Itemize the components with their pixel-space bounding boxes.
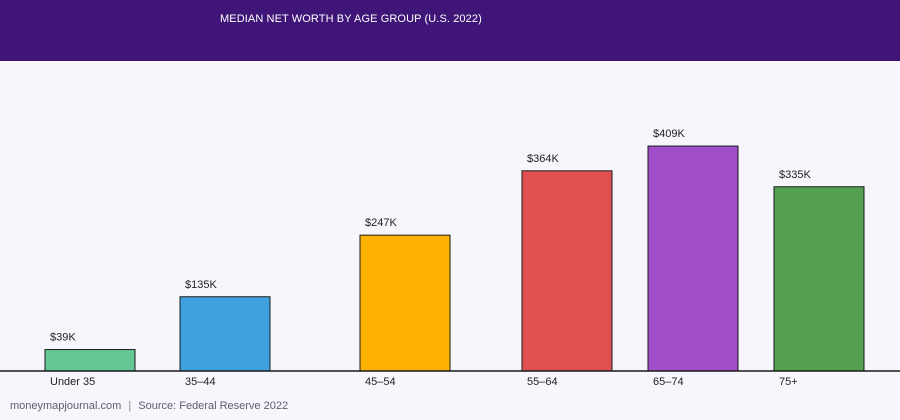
bar-value-label: $364K [527, 153, 559, 165]
x-tick-label: 35–44 [185, 376, 216, 388]
bar [179, 296, 271, 372]
bar-value-label: $39K [50, 332, 76, 344]
bar [647, 145, 739, 372]
footer-site: moneymapjournal.com [10, 400, 122, 412]
bar [521, 170, 613, 372]
bar [359, 234, 451, 372]
chart-footer: moneymapjournal.com | Source: Federal Re… [10, 400, 288, 412]
bar-value-label: $409K [653, 128, 685, 140]
x-tick-label: 65–74 [653, 376, 684, 388]
bar-value-label: $247K [365, 217, 397, 229]
chart-title: MEDIAN NET WORTH BY AGE GROUP (U.S. 2022… [220, 13, 482, 25]
bar [773, 186, 865, 372]
bar-value-label: $335K [779, 169, 811, 181]
bar-value-label: $135K [185, 279, 217, 291]
x-tick-label: 45–54 [365, 376, 396, 388]
chart-header: MEDIAN NET WORTH BY AGE GROUP (U.S. 2022… [0, 0, 900, 61]
bar [44, 349, 136, 372]
footer-separator: | [128, 400, 132, 412]
x-tick-label: 55–64 [527, 376, 558, 388]
x-tick-label: 75+ [779, 376, 798, 388]
x-tick-label: Under 35 [50, 376, 95, 388]
footer-source: Source: Federal Reserve 2022 [138, 400, 289, 412]
